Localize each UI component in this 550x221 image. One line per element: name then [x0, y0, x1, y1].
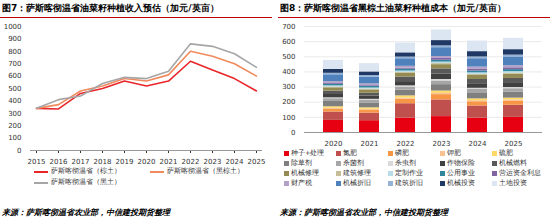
html-text:机械修理: 机械修理	[291, 169, 319, 177]
svg-text:2020: 2020	[138, 158, 156, 166]
html-text:除草剂: 除草剂	[291, 159, 312, 167]
svg-text:2018: 2018	[94, 158, 112, 166]
svg-text:2021: 2021	[160, 158, 178, 166]
svg-text:200: 200	[8, 122, 21, 130]
svg-text:2024: 2024	[469, 140, 487, 148]
svg-text:700: 700	[8, 60, 21, 68]
svg-text:900: 900	[8, 35, 21, 43]
html-text:来源：萨斯喀彻温省农业部，中信建投期货整理: 来源：萨斯喀彻温省农业部，中信建投期货整理	[2, 208, 170, 217]
html-text:萨斯喀彻温省（棕土）: 萨斯喀彻温省（棕土）	[51, 167, 121, 175]
svg-text:0: 0	[17, 147, 21, 155]
html-text:磷肥: 磷肥	[395, 149, 409, 157]
html-text:杀虫剂: 杀虫剂	[395, 159, 416, 167]
svg-text:100: 100	[282, 114, 295, 122]
svg-text:400: 400	[282, 68, 295, 76]
svg-text:2024: 2024	[226, 158, 244, 166]
svg-text:500: 500	[282, 53, 295, 61]
svg-text:600: 600	[8, 72, 21, 80]
svg-text:2019: 2019	[116, 158, 134, 166]
html-text:种子+处理: 种子+处理	[291, 149, 325, 157]
html-text:氮肥: 氮肥	[343, 149, 357, 157]
svg-text:2023: 2023	[204, 158, 222, 166]
svg-text:2015: 2015	[28, 158, 46, 166]
html-text:机械投资: 机械投资	[447, 179, 475, 187]
svg-text:2025: 2025	[505, 140, 523, 148]
html-text:硫肥: 硫肥	[499, 149, 513, 157]
svg-text:2025: 2025	[248, 158, 266, 166]
svg-text:100: 100	[8, 134, 21, 142]
svg-text:700: 700	[282, 23, 295, 31]
html-text:财产税: 财产税	[291, 179, 312, 187]
svg-text:200: 200	[282, 98, 295, 106]
svg-text:2020: 2020	[325, 140, 343, 148]
svg-text:600: 600	[282, 38, 295, 46]
html-text:作物保险: 作物保险	[447, 159, 475, 167]
svg-text:400: 400	[8, 97, 21, 105]
html-text:图8：萨斯喀彻温省黑棕土油菜籽种植成本（加元/英亩）: 图8：萨斯喀彻温省黑棕土油菜籽种植成本（加元/英亩）	[280, 3, 506, 13]
svg-text:2022: 2022	[182, 158, 200, 166]
svg-text:1000: 1000	[4, 23, 22, 31]
svg-text:2022: 2022	[397, 140, 415, 148]
html-text:公用事业: 公用事业	[447, 169, 475, 177]
html-text:定制作业: 定制作业	[395, 169, 423, 177]
html-text:建筑折旧: 建筑折旧	[395, 179, 423, 187]
html-text:土地投资: 土地投资	[499, 179, 527, 187]
html-text:图7：萨斯喀彻温省油菜籽种植收入预估（加元/英亩）: 图7：萨斯喀彻温省油菜籽种植收入预估（加元/英亩）	[2, 3, 219, 13]
svg-text:300: 300	[282, 83, 295, 91]
svg-text:300: 300	[8, 110, 21, 118]
svg-text:800: 800	[8, 48, 21, 56]
svg-text:2023: 2023	[433, 140, 451, 148]
svg-text:500: 500	[8, 85, 21, 93]
svg-text:2016: 2016	[50, 158, 68, 166]
html-text:杀菌剂: 杀菌剂	[343, 159, 364, 167]
html-text:钾肥: 钾肥	[447, 149, 461, 157]
html-text:萨斯喀彻温省（黑棕土）: 萨斯喀彻温省（黑棕土）	[167, 167, 244, 175]
svg-text:2017: 2017	[72, 158, 90, 166]
html-text:机械燃料: 机械燃料	[499, 159, 527, 167]
html-text:萨斯喀彻温省（黑土）: 萨斯喀彻温省（黑土）	[51, 178, 121, 186]
html-text:营运资金利息: 营运资金利息	[499, 169, 541, 177]
svg-text:0: 0	[291, 129, 295, 137]
html-text:机械折旧: 机械折旧	[343, 179, 371, 187]
html-text:建筑修理: 建筑修理	[343, 169, 371, 177]
svg-text:2021: 2021	[361, 140, 379, 148]
html-text:来源：萨斯喀彻温省农业部，中信建投期货整理: 来源：萨斯喀彻温省农业部，中信建投期货整理	[280, 208, 448, 217]
